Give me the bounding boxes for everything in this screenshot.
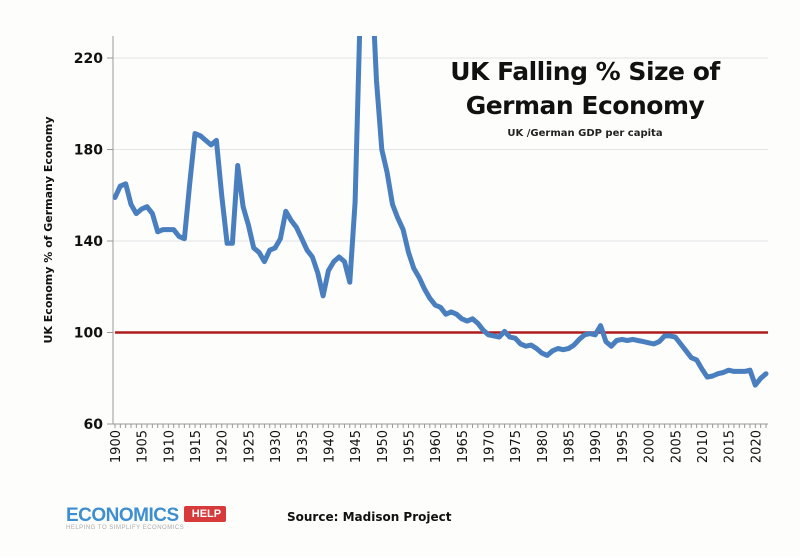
x-tick-label: 1935	[296, 430, 311, 463]
x-tick-label: 1900	[109, 430, 124, 463]
y-tick-label: 100	[74, 326, 103, 342]
economics-help-logo: ECONOMICS HELP HELPING TO SIMPLIFY ECONO…	[66, 505, 227, 531]
x-tick-label: 1980	[536, 430, 551, 463]
y-tick-label: 180	[74, 143, 103, 159]
x-tick-label: 1920	[216, 430, 231, 463]
chart-title: UK Falling % Size of German Economy	[450, 57, 720, 120]
x-tick-label: 1995	[616, 430, 631, 463]
x-tick-label: 1925	[242, 430, 257, 463]
y-tick-label: 60	[84, 417, 104, 433]
x-tick-label: 2020	[749, 430, 764, 463]
x-tick-label: 1915	[189, 430, 204, 463]
source-note: Source: Madison Project	[287, 510, 452, 524]
x-tick-label: 1975	[509, 430, 524, 463]
x-tick-label: 1965	[456, 430, 471, 463]
x-tick-label: 1945	[349, 430, 364, 463]
x-tick-label: 1950	[376, 430, 391, 463]
x-tick-label: 1930	[269, 430, 284, 463]
y-tick-label: 220	[74, 51, 103, 67]
x-tick-label: 2005	[669, 430, 684, 463]
x-tick-label: 1990	[589, 430, 604, 463]
logo-sub: HELPING TO SIMPLIFY ECONOMICS	[66, 525, 185, 531]
x-tick-label: 1905	[136, 430, 151, 463]
x-tick-label: 1955	[402, 430, 417, 463]
x-tick-label: 2010	[696, 430, 711, 463]
x-tick-label: 1970	[483, 430, 498, 463]
x-tick-label: 2015	[723, 430, 738, 463]
logo-tag: HELP	[183, 506, 227, 522]
x-tick-label: 1910	[162, 430, 177, 463]
x-tick-label: 1960	[429, 430, 444, 463]
logo-main: ECONOMICS	[66, 505, 179, 526]
x-tick-label: 2000	[643, 430, 658, 463]
chart-subtitle: UK /German GDP per capita	[507, 128, 663, 139]
x-tick-label: 1940	[322, 430, 337, 463]
y-tick-label: 140	[74, 234, 103, 250]
y-axis-label: UK Economy % of Germany Economy	[42, 117, 55, 344]
x-tick-label: 1985	[563, 430, 578, 463]
